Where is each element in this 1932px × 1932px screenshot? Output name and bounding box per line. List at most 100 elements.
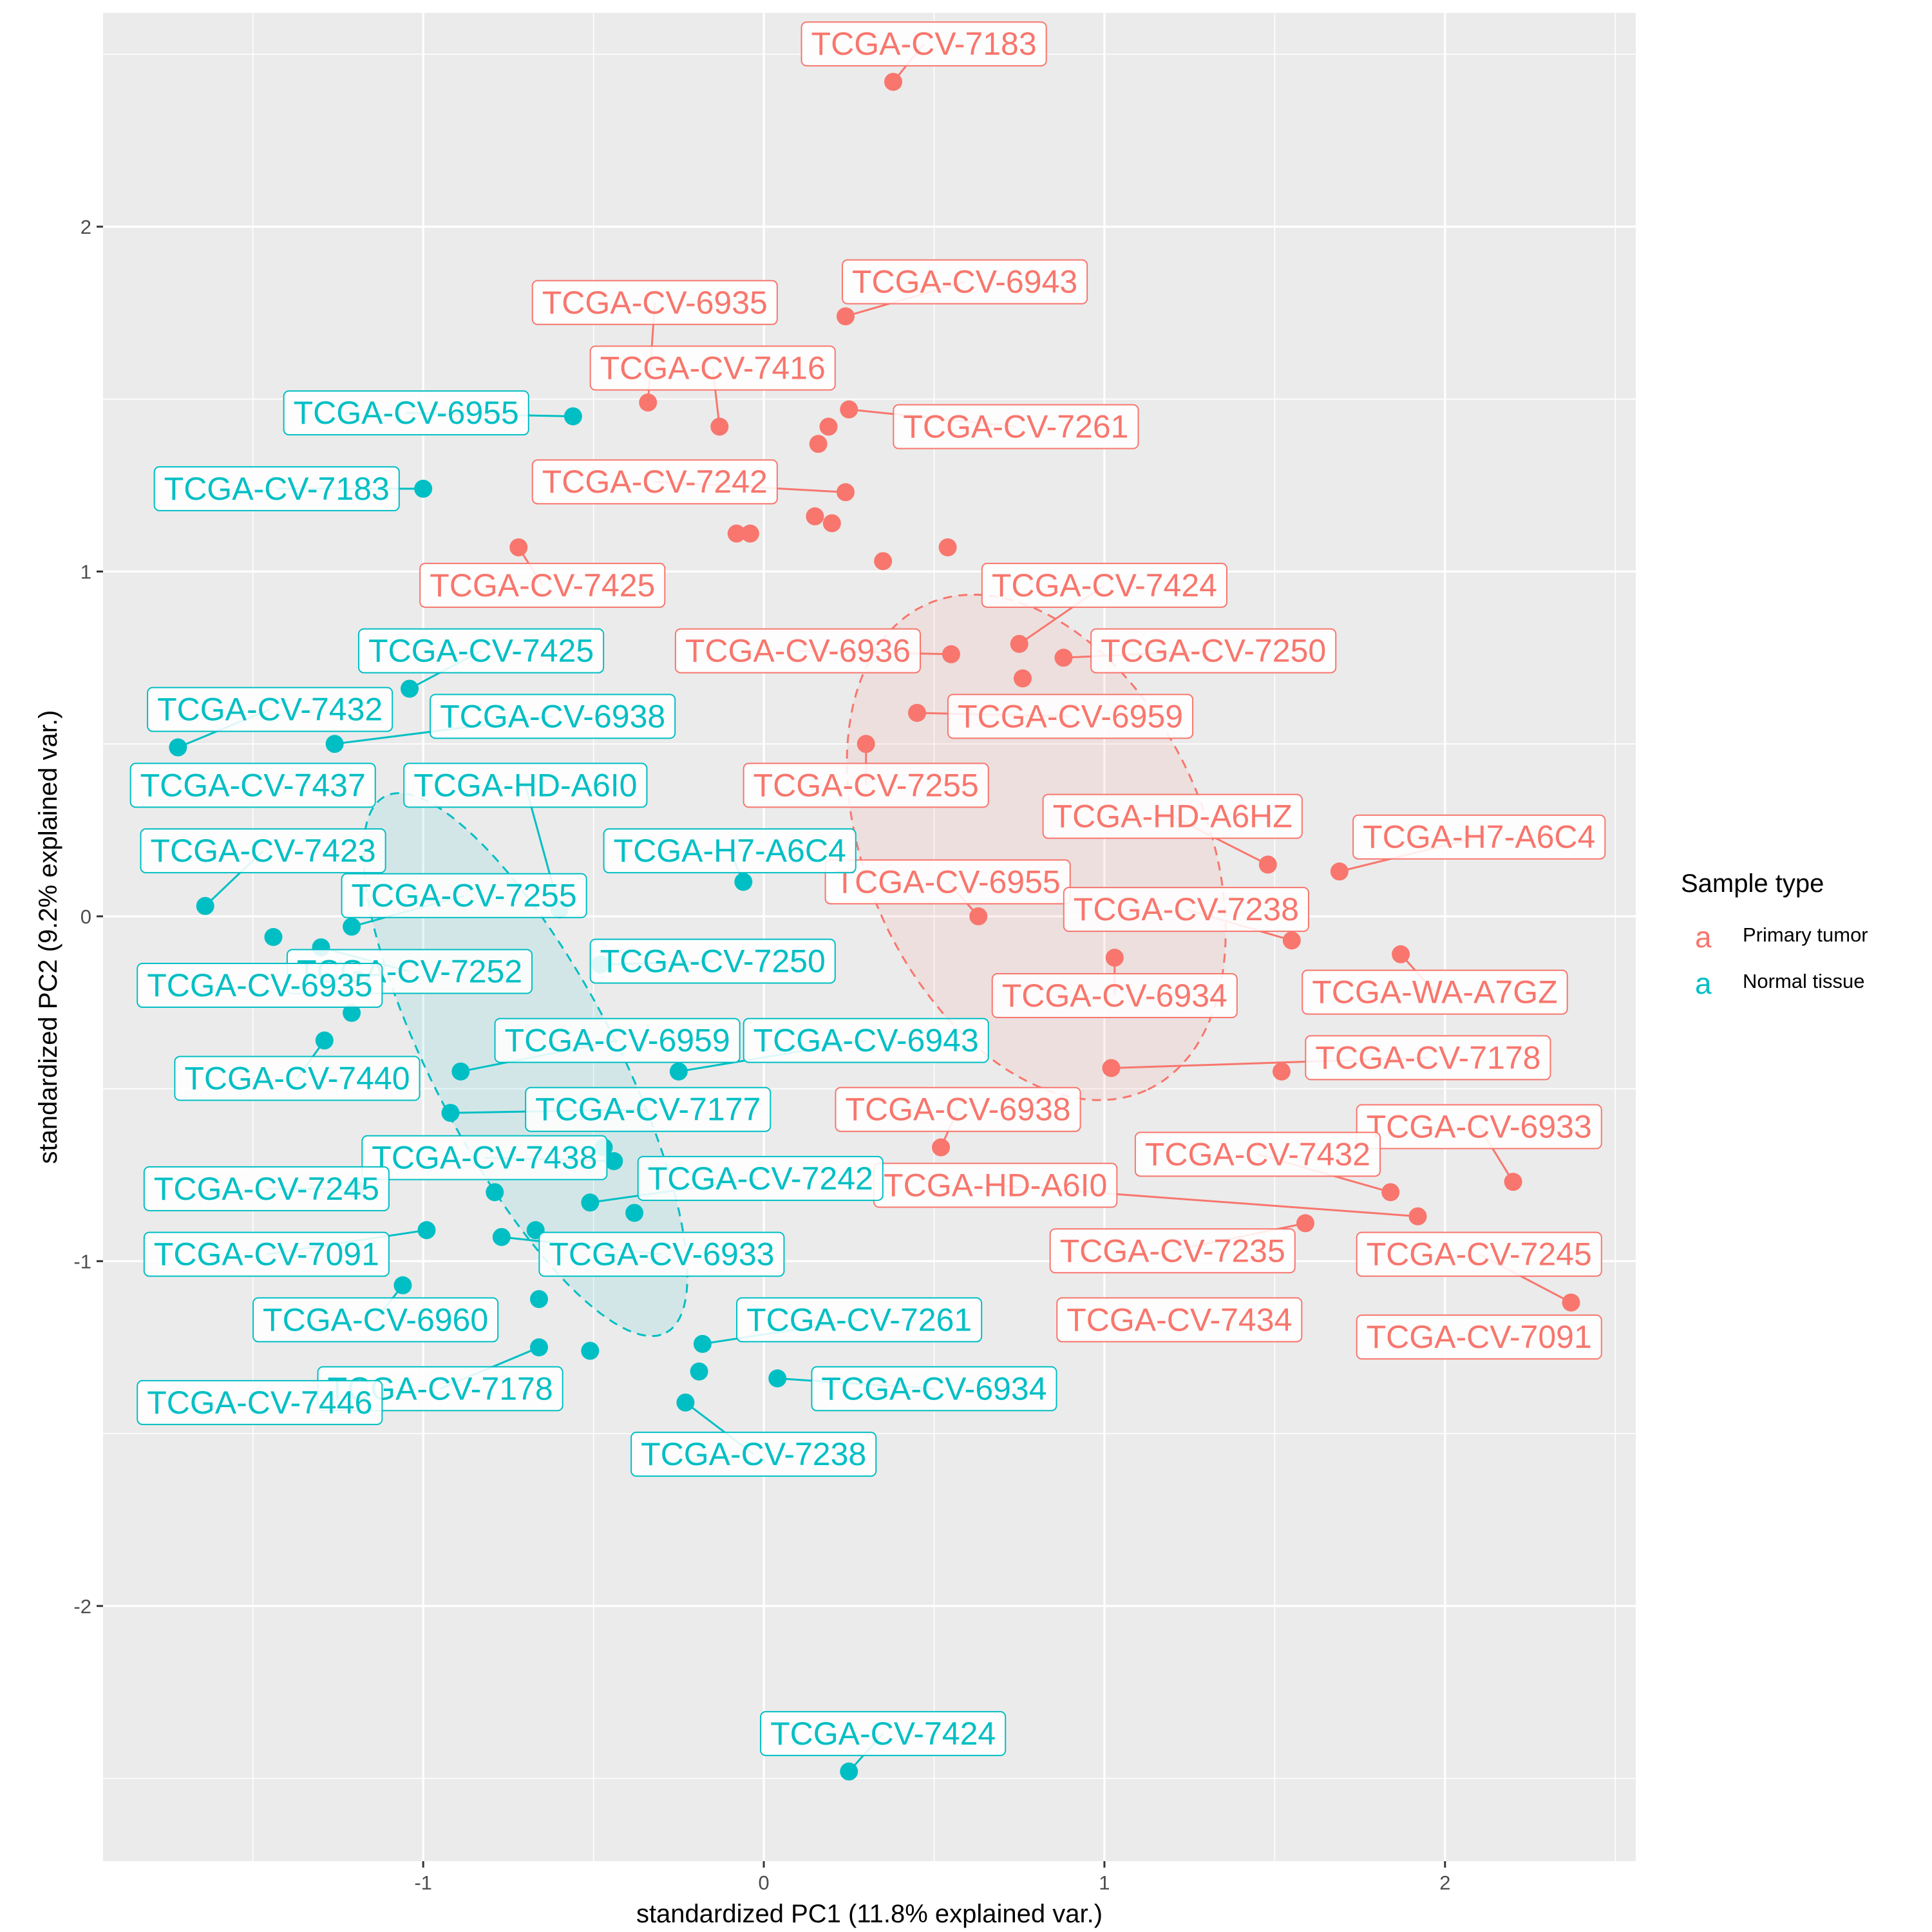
- point-normal-tissue: [625, 1204, 644, 1222]
- label-text: TCGA-CV-7250: [1101, 633, 1326, 669]
- point-normal-tissue: [401, 679, 419, 698]
- point-primary-tumor: [809, 435, 828, 453]
- point-label-tcga-hd-a6hz: TCGA-HD-A6HZ: [1042, 793, 1303, 839]
- x-tick-label: 1: [1099, 1871, 1110, 1894]
- point-label-tcga-cv-7245: TCGA-CV-7245: [143, 1166, 390, 1211]
- point-primary-tumor: [932, 1138, 951, 1157]
- point-label-tcga-cv-7177: TCGA-CV-7177: [525, 1086, 772, 1132]
- label-text: TCGA-CV-7238: [641, 1436, 866, 1472]
- point-label-tcga-cv-7261: TCGA-CV-7261: [736, 1297, 983, 1343]
- point-normal-tissue: [693, 1334, 712, 1353]
- point-normal-tissue: [169, 738, 187, 757]
- point-primary-tumor: [806, 507, 824, 526]
- label-text: TCGA-HD-A6I0: [884, 1168, 1107, 1204]
- label-box: [981, 562, 1227, 608]
- label-box: [494, 1018, 741, 1063]
- point-primary-tumor: [1330, 862, 1349, 881]
- point-label-tcga-wa-a7gz: TCGA-WA-A7GZ: [1302, 969, 1568, 1015]
- label-text: TCGA-CV-6935: [147, 967, 372, 1003]
- point-primary-tumor: [857, 735, 875, 753]
- point-label-tcga-cv-7432: TCGA-CV-7432: [1134, 1132, 1381, 1177]
- point-label-tcga-cv-6938: TCGA-CV-6938: [430, 694, 676, 739]
- label-text: TCGA-CV-7242: [648, 1160, 873, 1197]
- x-axis: -1 0 1 2: [414, 1861, 1450, 1894]
- label-box: [630, 1432, 877, 1477]
- label-box: [1356, 1104, 1602, 1150]
- label-text: TCGA-CV-6934: [821, 1370, 1046, 1406]
- label-box: [1090, 628, 1337, 674]
- point-normal-tissue: [417, 1221, 436, 1240]
- label-text: TCGA-CV-6933: [1367, 1108, 1592, 1144]
- point-label-tcga-cv-6943: TCGA-CV-6943: [743, 1018, 989, 1063]
- label-text: TCGA-CV-7432: [157, 692, 383, 728]
- point-primary-tumor: [1102, 1059, 1121, 1077]
- point-label-tcga-cv-6934: TCGA-CV-6934: [991, 973, 1238, 1019]
- point-label-tcga-cv-6935: TCGA-CV-6935: [137, 962, 383, 1008]
- label-box: [153, 466, 400, 511]
- label-text: TCGA-CV-6960: [263, 1302, 488, 1338]
- label-text: TCGA-CV-7423: [151, 833, 376, 869]
- point-normal-tissue: [581, 1341, 600, 1360]
- label-text: TCGA-CV-6933: [549, 1236, 774, 1273]
- point-label-tcga-cv-7238: TCGA-CV-7238: [1063, 887, 1309, 933]
- point-normal-tissue: [840, 1762, 858, 1781]
- label-box: [137, 962, 383, 1008]
- label-box: [1352, 814, 1606, 860]
- point-label-tcga-cv-7183: TCGA-CV-7183: [800, 21, 1047, 67]
- point-label-tcga-cv-7250: TCGA-CV-7250: [1090, 628, 1337, 674]
- point-normal-tissue: [529, 1290, 548, 1309]
- point-label-tcga-cv-7255: TCGA-CV-7255: [743, 762, 989, 808]
- label-text: TCGA-CV-7183: [164, 471, 390, 507]
- label-box: [143, 1166, 390, 1211]
- y-axis: -2 -1 0 1 2: [73, 216, 103, 1618]
- label-text: TCGA-CV-6938: [440, 698, 665, 734]
- x-tick-label: 0: [758, 1871, 769, 1894]
- point-label-tcga-cv-7183: TCGA-CV-7183: [153, 466, 400, 511]
- point-label-tcga-h7-a6c4: TCGA-H7-A6C4: [1352, 814, 1606, 860]
- label-text: TCGA-CV-6955: [835, 864, 1061, 900]
- label-box: [589, 938, 836, 984]
- label-text: TCGA-CV-6935: [542, 285, 768, 321]
- point-normal-tissue: [393, 1276, 412, 1294]
- point-label-tcga-cv-7250: TCGA-CV-7250: [589, 938, 836, 984]
- label-box: [1056, 1297, 1303, 1343]
- label-box: [1063, 887, 1309, 933]
- point-primary-tumor: [874, 552, 893, 571]
- label-text: TCGA-CV-6943: [852, 264, 1077, 300]
- point-normal-tissue: [529, 1338, 548, 1357]
- point-label-tcga-cv-7438: TCGA-CV-7438: [361, 1135, 608, 1180]
- point-normal-tissue: [734, 873, 753, 891]
- point-label-tcga-cv-6960: TCGA-CV-6960: [252, 1297, 499, 1343]
- point-label-tcga-cv-7425: TCGA-CV-7425: [419, 562, 666, 608]
- point-primary-tumor: [1504, 1173, 1522, 1191]
- label-text: TCGA-CV-7091: [154, 1236, 379, 1273]
- label-text: TCGA-HD-A6HZ: [1053, 799, 1293, 835]
- label-text: TCGA-H7-A6C4: [614, 833, 846, 869]
- label-text: TCGA-CV-7091: [1367, 1319, 1592, 1355]
- label-box: [743, 762, 989, 808]
- legend-label-primary-tumor: Primary tumor: [1743, 923, 1868, 946]
- label-box: [835, 1086, 1081, 1132]
- label-box: [1302, 969, 1568, 1015]
- point-label-tcga-cv-6943: TCGA-CV-6943: [842, 259, 1088, 305]
- point-normal-tissue: [441, 1104, 460, 1122]
- point-primary-tumor: [1014, 669, 1032, 688]
- label-text: TCGA-CV-6938: [845, 1092, 1070, 1128]
- point-normal-tissue: [414, 479, 433, 498]
- point-label-tcga-cv-6955: TCGA-CV-6955: [824, 859, 1071, 905]
- label-box: [252, 1297, 499, 1343]
- label-text: TCGA-CV-7425: [430, 567, 655, 603]
- data-points: [169, 73, 1580, 1781]
- point-primary-tumor: [1296, 1214, 1314, 1233]
- label-box: [147, 687, 393, 732]
- point-normal-tissue: [264, 928, 283, 946]
- label-box: [525, 1086, 772, 1132]
- label-text: TCGA-CV-7250: [600, 943, 826, 979]
- label-box: [743, 1018, 989, 1063]
- legend-title: Sample type: [1681, 869, 1824, 898]
- plot-panel-background: [103, 13, 1636, 1861]
- label-box: [361, 1135, 608, 1180]
- point-label-tcga-cv-7440: TCGA-CV-7440: [174, 1056, 421, 1101]
- y-tick-label: -1: [73, 1250, 91, 1273]
- point-label-tcga-cv-6935: TCGA-CV-6935: [531, 279, 778, 325]
